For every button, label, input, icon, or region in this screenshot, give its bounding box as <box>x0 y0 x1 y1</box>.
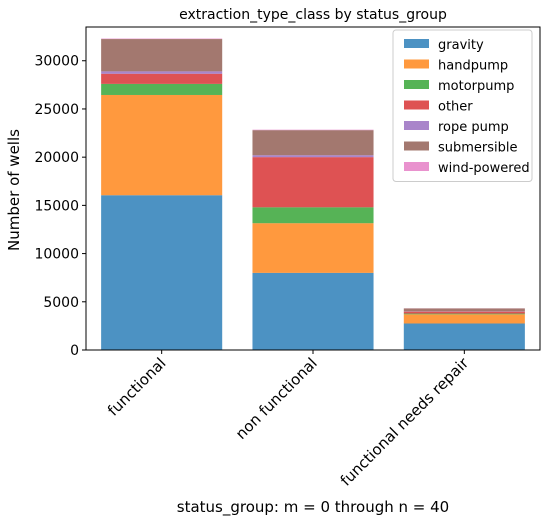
bar-segment-gravity-1 <box>252 273 373 350</box>
bar-segment-submersible-0 <box>101 39 222 71</box>
legend-label: wind-powered <box>438 161 530 176</box>
legend-label: motorpump <box>438 79 514 94</box>
bar-segment-motorpump-2 <box>404 314 525 315</box>
legend-label: handpump <box>438 59 508 74</box>
y-tick-label: 20000 <box>34 150 79 166</box>
legend-swatch <box>404 101 429 110</box>
legend-swatch <box>404 80 429 89</box>
x-tick-label: non functional <box>232 354 321 443</box>
bar-segment-submersible-1 <box>252 130 373 155</box>
legend-swatch <box>404 121 429 130</box>
bar-segment-other-2 <box>404 312 525 314</box>
chart-title: extraction_type_class by status_group <box>179 7 447 23</box>
y-tick-label: 10000 <box>34 247 79 263</box>
y-axis-label: Number of wells <box>5 129 23 251</box>
bar-segment-handpump-2 <box>404 314 525 323</box>
y-tick-label: 15000 <box>34 198 79 214</box>
legend-label: rope pump <box>438 120 509 135</box>
x-tick-label: functional needs repair <box>337 354 473 490</box>
y-tick-label: 30000 <box>34 54 79 70</box>
legend-swatch <box>404 162 429 171</box>
bar-segment-handpump-1 <box>252 223 373 273</box>
bar-segment-other-1 <box>252 157 373 207</box>
bar-segment-gravity-0 <box>101 195 222 350</box>
x-axis-label: status_group: m = 0 through n = 40 <box>177 498 449 517</box>
bar-segment-rope-pump-1 <box>252 155 373 157</box>
bar-segment-submersible-2 <box>404 308 525 311</box>
bar-segment-rope-pump-0 <box>101 71 222 73</box>
legend: gravity handpump motorpump other rope pump su… <box>393 30 532 182</box>
legend-label: other <box>438 100 473 115</box>
bar-segment-motorpump-0 <box>101 84 222 95</box>
x-tick-label: functional <box>104 354 170 420</box>
legend-swatch <box>404 60 429 69</box>
legend-swatch <box>404 142 429 151</box>
legend-label: gravity <box>438 38 484 53</box>
y-tick-label: 0 <box>70 343 79 359</box>
y-tick-label: 5000 <box>43 295 79 311</box>
y-tick-label: 25000 <box>34 102 79 118</box>
bar-segment-gravity-2 <box>404 323 525 350</box>
bar-segment-other-0 <box>101 74 222 84</box>
bar-segment-motorpump-1 <box>252 207 373 223</box>
bar-segment-handpump-0 <box>101 95 222 195</box>
legend-swatch <box>404 39 429 48</box>
legend-label: submersible <box>438 141 518 156</box>
